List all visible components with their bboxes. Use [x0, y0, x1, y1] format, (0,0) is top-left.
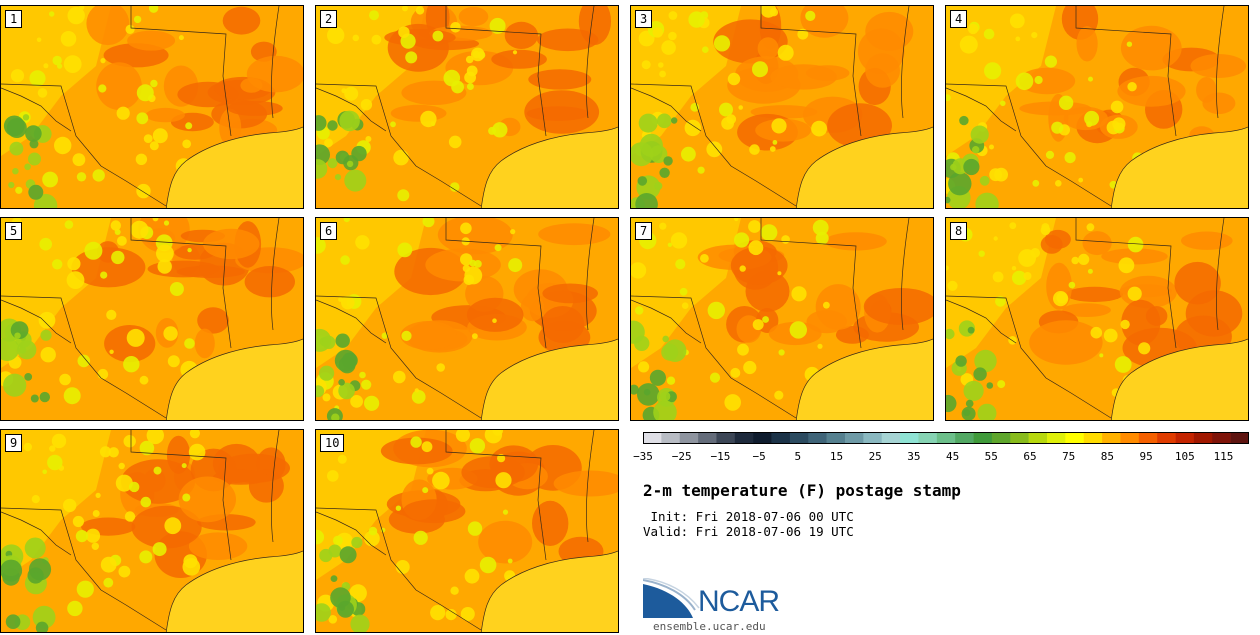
- colorbar-swatch: [1230, 432, 1249, 444]
- colorbar-swatch: [826, 432, 846, 444]
- colorbar-swatch: [1157, 432, 1176, 444]
- ensemble-member-panel: 6: [315, 217, 619, 421]
- ensemble-member-panel: 1: [0, 5, 304, 209]
- colorbar-tick-label: 45: [945, 450, 960, 463]
- ncar-logo: [643, 578, 700, 618]
- ensemble-member-panel: 3: [630, 5, 934, 209]
- colorbar-tick-label: 95: [1139, 450, 1153, 463]
- ensemble-member-panel: 9: [0, 429, 304, 633]
- ncar-logo-text: NCAR: [698, 585, 780, 618]
- colorbar-swatch: [1028, 432, 1048, 444]
- colorbar-tick-label: −25: [671, 450, 692, 463]
- colorbar-swatch: [643, 432, 662, 444]
- ensemble-member-panel: 4: [945, 5, 1249, 209]
- colorbar-swatch: [1120, 432, 1140, 444]
- colorbar-swatch: [1047, 432, 1066, 444]
- colorbar-swatch: [753, 432, 772, 444]
- colorbar-swatch: [973, 432, 993, 444]
- colorbar-tick-label: 85: [1100, 450, 1115, 463]
- colorbar-tick-label: 55: [984, 450, 998, 463]
- colorbar-swatch: [863, 432, 883, 444]
- ensemble-member-panel: 7: [630, 217, 934, 421]
- colorbar-swatch: [955, 432, 974, 444]
- colorbar-swatch: [1175, 432, 1195, 444]
- colorbar-tick-labels: −35 −25 −15 −5 5 15 25 35 45 55 65 75 85 95 105 115: [630, 450, 1250, 466]
- colorbar-swatch: [936, 432, 956, 444]
- colorbar-tick-label: 105: [1174, 450, 1195, 463]
- ensemble-url: ensemble.ucar.edu: [653, 620, 766, 633]
- colorbar-swatch: [1010, 432, 1029, 444]
- colorbar-swatch: [1212, 432, 1231, 444]
- colorbar-swatch: [918, 432, 938, 444]
- colorbar-swatch: [679, 432, 699, 444]
- colorbar-swatch: [991, 432, 1011, 444]
- member-number: 7: [635, 222, 653, 240]
- colorbar-swatch: [789, 432, 809, 444]
- colorbar-swatch: [698, 432, 717, 444]
- colorbar-swatch: [845, 432, 864, 444]
- member-number: 8: [950, 222, 968, 240]
- ensemble-member-panel: 10: [315, 429, 619, 633]
- ensemble-member-panel: 2: [315, 5, 619, 209]
- colorbar-tick-label: −15: [710, 450, 731, 463]
- member-number: 6: [320, 222, 338, 240]
- colorbar-tick-label: −5: [752, 450, 766, 463]
- init-time: Init: Fri 2018-07-06 00 UTC: [643, 509, 854, 524]
- colorbar-swatch: [1083, 432, 1103, 444]
- colorbar-swatch: [661, 432, 681, 444]
- colorbar-swatch: [716, 432, 736, 444]
- colorbar-swatch: [1102, 432, 1121, 444]
- colorbar-swatch: [1138, 432, 1158, 444]
- colorbar-swatch: [1065, 432, 1085, 444]
- member-number: 3: [635, 10, 653, 28]
- chart-title: 2-m temperature (F) postage stamp: [643, 481, 961, 500]
- colorbar-swatch: [1193, 432, 1213, 444]
- colorbar-tick-label: 25: [868, 450, 882, 463]
- member-number: 9: [5, 434, 23, 452]
- member-number: 10: [320, 434, 345, 452]
- colorbar-tick-label: −35: [633, 450, 653, 463]
- colorbar-swatch: [771, 432, 791, 444]
- colorbar-tick-label: 75: [1062, 450, 1076, 463]
- valid-time: Valid: Fri 2018-07-06 19 UTC: [643, 524, 854, 539]
- colorbar-tick-label: 65: [1023, 450, 1037, 463]
- member-number: 1: [5, 10, 23, 28]
- member-number: 4: [950, 10, 968, 28]
- colorbar-swatch: [881, 432, 901, 444]
- colorbar-tick-label: 5: [794, 450, 802, 463]
- colorbar-tick-label: 15: [829, 450, 844, 463]
- colorbar-swatch: [808, 432, 827, 444]
- ensemble-member-panel: 5: [0, 217, 304, 421]
- member-number: 5: [5, 222, 23, 240]
- colorbar-swatch: [900, 432, 919, 444]
- ensemble-member-panel: 8: [945, 217, 1249, 421]
- colorbar-swatch: [734, 432, 754, 444]
- colorbar-tick-label: 115: [1213, 450, 1234, 463]
- member-number: 2: [320, 10, 338, 28]
- colorbar: [643, 432, 1249, 444]
- colorbar-tick-label: 35: [907, 450, 921, 463]
